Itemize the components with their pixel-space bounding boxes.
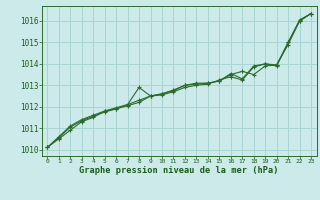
X-axis label: Graphe pression niveau de la mer (hPa): Graphe pression niveau de la mer (hPa) [79,166,279,175]
